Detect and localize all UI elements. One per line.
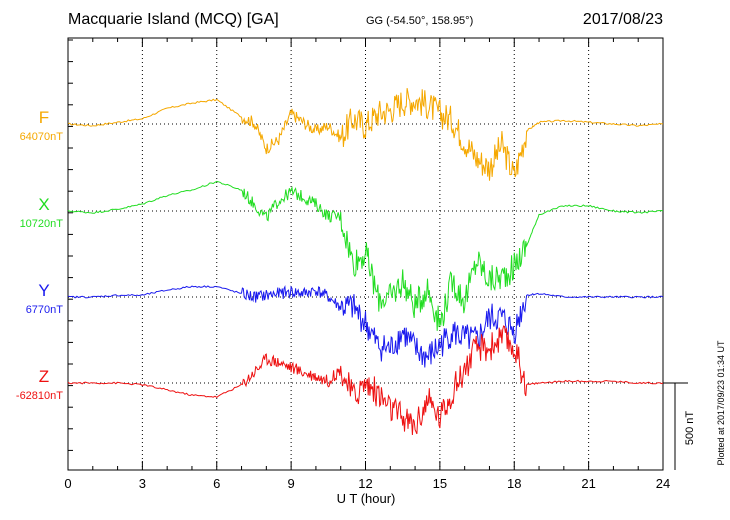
station-title: Macquarie Island (MCQ) [GA] xyxy=(68,11,279,28)
x-tick-labels: 0 3 6 9 12 15 18 21 24 xyxy=(64,476,670,491)
series-name-x: X xyxy=(38,195,49,214)
series-line-y xyxy=(67,285,664,368)
coordinates-label: GG (-54.50°, 158.95°) xyxy=(366,15,473,27)
x-tick-label: 12 xyxy=(358,476,372,491)
x-tick-label: 18 xyxy=(507,476,521,491)
series-baseline-z: -62810nT xyxy=(16,390,63,402)
series-baseline-f: 64070nT xyxy=(20,131,64,143)
scale-bar-label: 500 nT xyxy=(684,411,696,446)
series-line-z xyxy=(67,325,664,436)
x-tick-label: 9 xyxy=(288,476,295,491)
x-tick-label: 15 xyxy=(433,476,447,491)
scale-bar: 500 nT xyxy=(663,382,696,470)
x-tick-label: 21 xyxy=(581,476,595,491)
series-name-f: F xyxy=(39,108,49,127)
x-tick-label: 0 xyxy=(64,476,71,491)
x-tick-label: 24 xyxy=(656,476,670,491)
series-labels: F 64070nT X 10720nT Y 6770nT Z -62810nT xyxy=(16,108,63,402)
x-tick-label: 3 xyxy=(139,476,146,491)
series-line-x xyxy=(67,180,664,331)
plotted-timestamp: Plotted at 2017/09/23 01:34 UT xyxy=(716,340,726,466)
series-baseline-y: 6770nT xyxy=(26,304,64,316)
x-axis-label: U T (hour) xyxy=(337,491,396,506)
series-baseline-x: 10720nT xyxy=(20,218,64,230)
series-name-z: Z xyxy=(39,367,49,386)
series-name-y: Y xyxy=(38,281,49,300)
x-tick-label: 6 xyxy=(213,476,220,491)
series-line-f xyxy=(67,88,664,181)
date-label: 2017/08/23 xyxy=(583,11,663,28)
axis-ticks xyxy=(67,38,664,470)
series-group xyxy=(67,88,664,436)
